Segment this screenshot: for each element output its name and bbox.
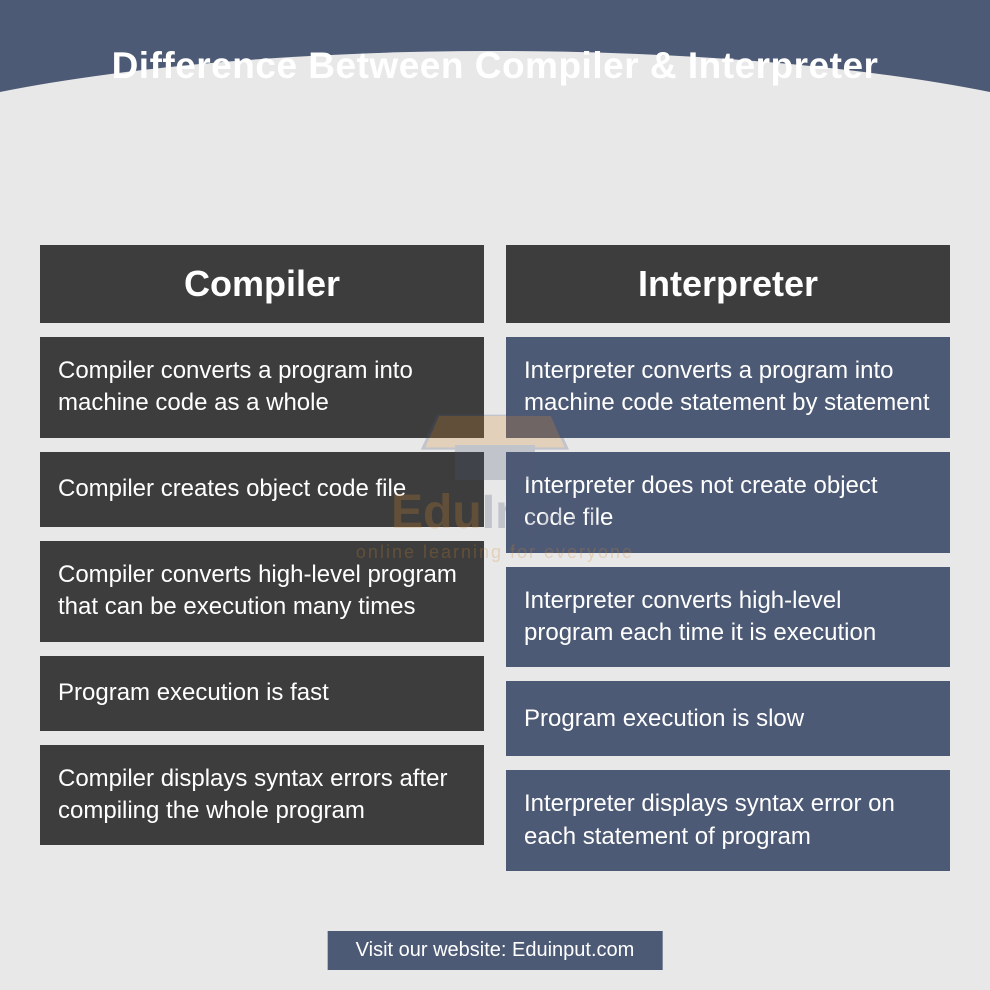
table-row: Compiler displays syntax errors after co…	[40, 745, 484, 846]
table-row: Interpreter converts a program into mach…	[506, 337, 950, 438]
compiler-header: Compiler	[40, 245, 484, 323]
table-row: Interpreter does not create object code …	[506, 452, 950, 553]
footer-link[interactable]: Visit our website: Eduinput.com	[328, 931, 663, 970]
table-row: Compiler creates object code file	[40, 452, 484, 527]
table-row: Interpreter converts high-level program …	[506, 567, 950, 668]
compiler-column: Compiler Compiler converts a program int…	[40, 245, 484, 871]
interpreter-column: Interpreter Interpreter converts a progr…	[506, 245, 950, 871]
comparison-table: Compiler Compiler converts a program int…	[0, 190, 990, 901]
table-row: Compiler converts high-level program tha…	[40, 541, 484, 642]
table-row: Interpreter displays syntax error on eac…	[506, 770, 950, 871]
page-header: Difference Between Compiler & Interprete…	[0, 0, 990, 190]
table-row: Program execution is slow	[506, 681, 950, 756]
interpreter-header: Interpreter	[506, 245, 950, 323]
page-title: Difference Between Compiler & Interprete…	[112, 45, 879, 87]
table-row: Program execution is fast	[40, 656, 484, 731]
table-row: Compiler converts a program into machine…	[40, 337, 484, 438]
